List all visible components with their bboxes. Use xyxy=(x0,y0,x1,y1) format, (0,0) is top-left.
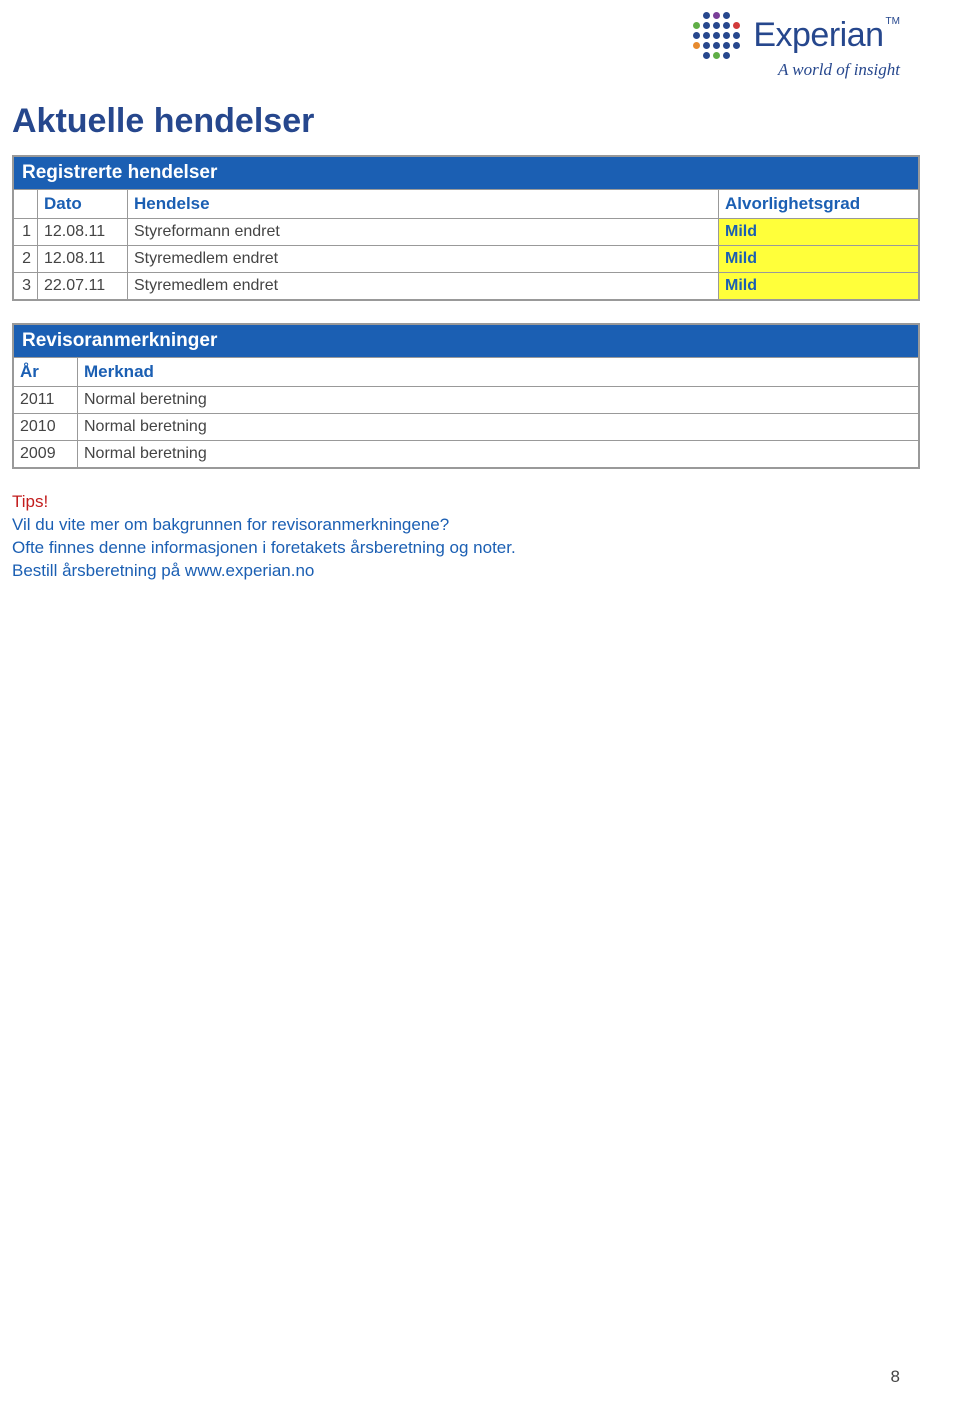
logo-dots-icon xyxy=(687,12,743,58)
auditor-section-header: Revisoranmerkninger xyxy=(14,325,919,358)
events-table: Registrerte hendelser Dato Hendelse Alvo… xyxy=(12,155,920,301)
row-note: Normal beretning xyxy=(78,387,919,414)
table-row: 3 22.07.11 Styremedlem endret Mild xyxy=(14,273,919,300)
row-year: 2009 xyxy=(14,441,78,468)
row-year: 2011 xyxy=(14,387,78,414)
row-severity: Mild xyxy=(719,219,919,246)
table-row: 2009 Normal beretning xyxy=(14,441,919,468)
logo-brand-text: Experian xyxy=(753,16,883,54)
row-event: Styreformann endret xyxy=(128,219,719,246)
row-year: 2010 xyxy=(14,414,78,441)
row-severity: Mild xyxy=(719,273,919,300)
row-date: 22.07.11 xyxy=(38,273,128,300)
row-num: 1 xyxy=(14,219,38,246)
page-number: 8 xyxy=(891,1367,900,1387)
auditor-table: Revisoranmerkninger År Merknad 2011 Norm… xyxy=(12,323,920,469)
row-num: 3 xyxy=(14,273,38,300)
col-note: Merknad xyxy=(78,358,919,387)
table-row: 1 12.08.11 Styreformann endret Mild xyxy=(14,219,919,246)
row-date: 12.08.11 xyxy=(38,219,128,246)
row-severity: Mild xyxy=(719,246,919,273)
col-blank xyxy=(14,190,38,219)
brand-logo: ExperianTM A world of insight xyxy=(687,12,900,80)
table-row: 2 12.08.11 Styremedlem endret Mild xyxy=(14,246,919,273)
row-note: Normal beretning xyxy=(78,414,919,441)
logo-tagline: A world of insight xyxy=(687,60,900,80)
table-row: 2010 Normal beretning xyxy=(14,414,919,441)
row-num: 2 xyxy=(14,246,38,273)
col-date: Dato xyxy=(38,190,128,219)
table-row: 2011 Normal beretning xyxy=(14,387,919,414)
tips-label: Tips! xyxy=(12,492,48,511)
col-year: År xyxy=(14,358,78,387)
row-date: 12.08.11 xyxy=(38,246,128,273)
page-title: Aktuelle hendelser xyxy=(12,102,920,141)
row-event: Styremedlem endret xyxy=(128,246,719,273)
col-event: Hendelse xyxy=(128,190,719,219)
row-event: Styremedlem endret xyxy=(128,273,719,300)
tips-line1: Vil du vite mer om bakgrunnen for reviso… xyxy=(12,515,449,534)
events-section-header: Registrerte hendelser xyxy=(14,157,919,190)
tips-block: Tips! Vil du vite mer om bakgrunnen for … xyxy=(12,491,920,583)
col-severity: Alvorlighetsgrad xyxy=(719,190,919,219)
logo-tm: TM xyxy=(886,16,900,27)
row-note: Normal beretning xyxy=(78,441,919,468)
tips-line2: Ofte finnes denne informasjonen i foreta… xyxy=(12,538,516,557)
tips-line3: Bestill årsberetning på www.experian.no xyxy=(12,561,314,580)
